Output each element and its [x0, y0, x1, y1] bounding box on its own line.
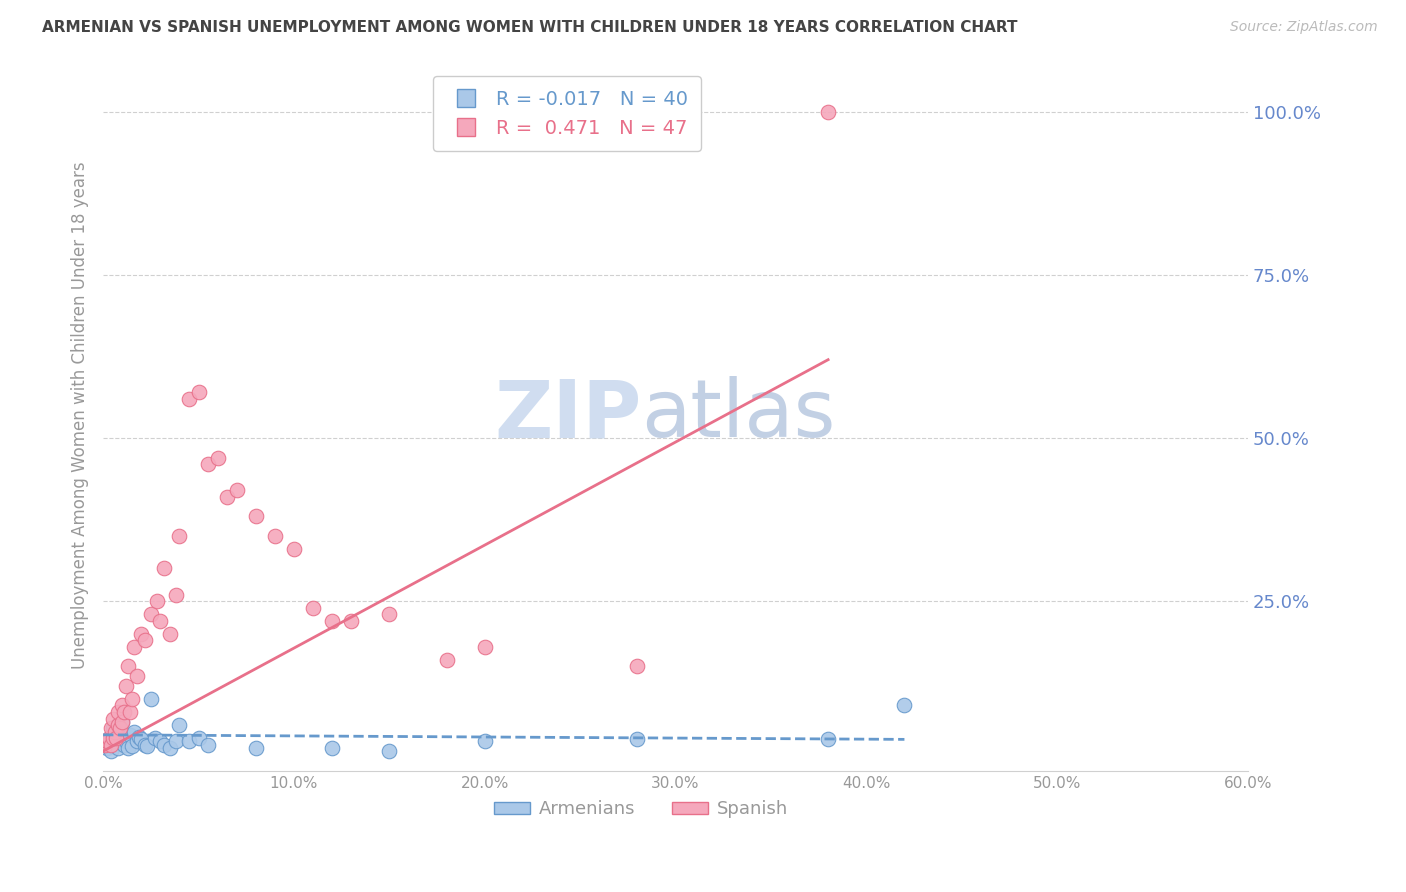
Point — [115, 679, 138, 693]
Point — [111, 732, 134, 747]
Point — [111, 714, 134, 729]
Point — [122, 724, 145, 739]
Point — [217, 490, 239, 504]
Point — [105, 734, 128, 748]
Point — [145, 594, 167, 608]
Point — [626, 659, 648, 673]
Point — [893, 698, 915, 713]
Point — [159, 626, 181, 640]
Text: atlas: atlas — [641, 376, 835, 454]
Point — [626, 732, 648, 747]
Point — [149, 614, 172, 628]
Point — [474, 734, 496, 748]
Text: ARMENIAN VS SPANISH UNEMPLOYMENT AMONG WOMEN WITH CHILDREN UNDER 18 YEARS CORREL: ARMENIAN VS SPANISH UNEMPLOYMENT AMONG W… — [42, 20, 1018, 35]
Text: ZIP: ZIP — [494, 376, 641, 454]
Point — [340, 614, 363, 628]
Point — [103, 724, 125, 739]
Point — [139, 692, 162, 706]
Point — [101, 731, 124, 745]
Point — [97, 738, 120, 752]
Point — [225, 483, 247, 498]
Point — [112, 705, 135, 719]
Point — [153, 561, 176, 575]
Point — [169, 529, 191, 543]
Point — [127, 669, 149, 683]
Point — [474, 640, 496, 654]
Point — [117, 740, 139, 755]
Point — [101, 721, 124, 735]
Point — [139, 607, 162, 621]
Text: Source: ZipAtlas.com: Source: ZipAtlas.com — [1230, 20, 1378, 34]
Point — [165, 588, 187, 602]
Point — [118, 728, 141, 742]
Point — [107, 718, 129, 732]
Point — [169, 718, 191, 732]
Point — [149, 734, 172, 748]
Point — [103, 728, 125, 742]
Point — [134, 633, 156, 648]
Point — [207, 450, 229, 465]
Point — [110, 721, 132, 735]
Point — [115, 734, 138, 748]
Point — [302, 600, 325, 615]
Point — [111, 714, 134, 729]
Point — [321, 614, 343, 628]
Point — [105, 731, 128, 745]
Point — [436, 653, 458, 667]
Y-axis label: Unemployment Among Women with Children Under 18 years: Unemployment Among Women with Children U… — [72, 161, 89, 669]
Point — [134, 738, 156, 752]
Point — [378, 607, 401, 621]
Point — [101, 731, 124, 745]
Point — [97, 731, 120, 745]
Point — [283, 541, 305, 556]
Point — [197, 738, 219, 752]
Point — [177, 734, 200, 748]
Point — [107, 718, 129, 732]
Point — [94, 738, 117, 752]
Point — [128, 730, 150, 744]
Point — [96, 734, 118, 748]
Point — [118, 705, 141, 719]
Point — [378, 744, 401, 758]
Point — [100, 744, 122, 758]
Point — [112, 738, 135, 752]
Point — [817, 732, 839, 747]
Point — [187, 731, 209, 745]
Point — [129, 626, 152, 640]
Legend: Armenians, Spanish: Armenians, Spanish — [486, 793, 796, 826]
Point — [153, 738, 176, 752]
Point — [127, 734, 149, 748]
Point — [121, 692, 143, 706]
Point — [321, 740, 343, 755]
Point — [100, 738, 122, 752]
Point — [96, 740, 118, 755]
Point — [263, 529, 285, 543]
Point — [101, 711, 124, 725]
Point — [129, 732, 152, 747]
Point — [111, 698, 134, 713]
Point — [110, 724, 132, 739]
Point — [245, 509, 267, 524]
Point — [197, 457, 219, 471]
Point — [136, 739, 159, 753]
Point — [100, 721, 122, 735]
Point — [187, 385, 209, 400]
Point — [143, 731, 166, 745]
Point — [817, 104, 839, 119]
Point — [122, 640, 145, 654]
Point — [121, 739, 143, 753]
Point — [117, 659, 139, 673]
Point — [165, 734, 187, 748]
Point — [177, 392, 200, 406]
Point — [107, 740, 129, 755]
Point — [245, 740, 267, 755]
Point — [159, 740, 181, 755]
Point — [107, 705, 129, 719]
